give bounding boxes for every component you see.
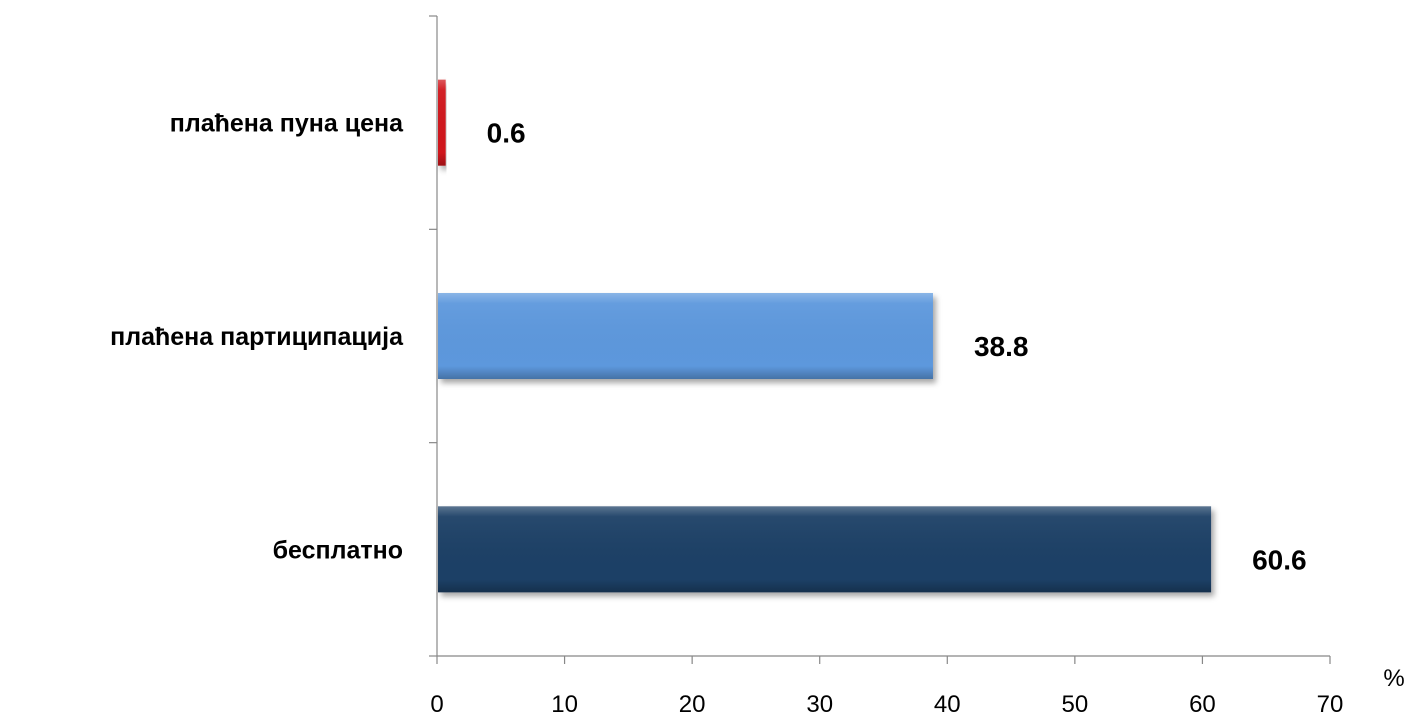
value-label: 0.6 <box>487 118 526 149</box>
x-tick-label: 50 <box>1062 691 1089 718</box>
x-tick-label: 40 <box>934 691 961 718</box>
value-label: 60.6 <box>1252 544 1307 575</box>
x-tick-label: 10 <box>551 691 578 718</box>
category-label: плаћена пуна цена <box>170 110 404 138</box>
bars <box>438 79 1212 593</box>
x-tick-label: 20 <box>679 691 706 718</box>
x-axis-unit: % <box>1383 665 1404 692</box>
category-label: плаћена партиципација <box>110 323 404 351</box>
category-label: бесплатно <box>273 536 403 564</box>
axes: 0 10 20 30 40 50 60 70 <box>429 15 1344 718</box>
bar-highlight <box>438 293 933 379</box>
bar-highlight <box>438 79 446 166</box>
labels: плаћена пуна цена 0.6 плаћена партиципациј… <box>110 110 1306 576</box>
x-tick-label: 30 <box>806 691 833 718</box>
x-tick-label: 70 <box>1317 691 1344 718</box>
x-tick-label: 60 <box>1189 691 1216 718</box>
value-label: 38.8 <box>974 331 1029 362</box>
bar-highlight <box>438 506 1212 593</box>
x-tick-label: 0 <box>430 691 443 718</box>
